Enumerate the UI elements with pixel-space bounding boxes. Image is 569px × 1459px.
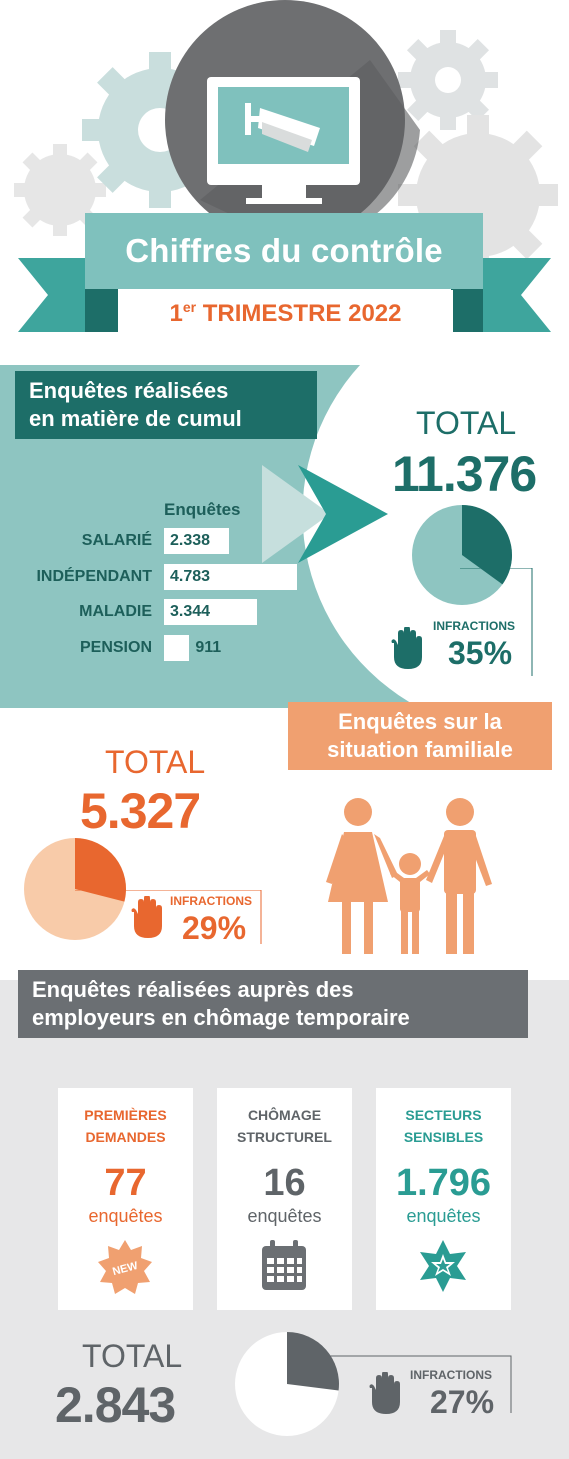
familiale-total-label: TOTAL [105, 744, 206, 780]
cumul-infractions-label: INFRACTIONS [433, 619, 515, 633]
cumul-total-label: TOTAL [416, 405, 517, 441]
hand-icon [391, 627, 422, 669]
chomage-total-value: 2.843 [55, 1377, 176, 1433]
bar-value-label: 911 [195, 638, 222, 656]
star-badge-icon [420, 1240, 466, 1292]
card-value: 16 [263, 1162, 306, 1204]
pie-slice-infractions [462, 505, 512, 585]
pie-slice-infractions [287, 1332, 340, 1391]
camera-icon [245, 103, 320, 152]
header: Chiffres du contrôle 1er TRIMESTRE 2022 [0, 0, 569, 345]
bars-column-header: Enquêtes [164, 500, 241, 519]
card-secteurs-sensibles: SECTEURS SENSIBLES 1.796 enquêtes [376, 1088, 511, 1310]
familiale-title: Enquêtes sur la situation familiale [288, 702, 552, 770]
family-icon [326, 798, 492, 954]
pie-slice-infractions [75, 838, 127, 902]
page-title: Chiffres du contrôle [125, 232, 443, 269]
chomage-section: Enquêtes réalisées auprès des employeurs… [0, 970, 569, 1459]
card-value: 1.796 [395, 1162, 492, 1204]
bar-value-label: 4.783 [170, 567, 211, 585]
cumul-total-value: 11.376 [392, 446, 537, 502]
bar [164, 599, 257, 625]
bar-category-label: MALADIE [79, 603, 152, 620]
bar-category-label: INDÉPENDANT [36, 567, 152, 585]
bar [164, 528, 229, 554]
bar-value-label: 3.344 [170, 603, 211, 620]
familiale-infractions-label: INFRACTIONS [170, 894, 252, 908]
card-unit: enquêtes [247, 1206, 322, 1226]
arrow-icon [262, 465, 330, 563]
bar [164, 634, 190, 661]
chomage-leader-line [289, 1355, 512, 1413]
card-title: PREMIÈRES DEMANDES [84, 1107, 167, 1145]
hand-icon [369, 1372, 400, 1414]
familiale-leader-line [75, 890, 262, 944]
header-illustration [14, 0, 558, 332]
chomage-pie [235, 1332, 340, 1436]
bar [164, 563, 297, 590]
chomage-total-label: TOTAL [82, 1338, 183, 1374]
bar-category-label: PENSION [79, 638, 152, 656]
cumul-title: Enquêtes réalisées en matière de cumul [15, 371, 317, 439]
card-premieres-demandes: PREMIÈRES DEMANDES 77 enquêtes NEW [58, 1088, 193, 1310]
familiale-section: Enquêtes sur la situation familiale TOTA… [0, 702, 569, 980]
card-unit: enquêtes [88, 1206, 163, 1226]
familiale-pie [24, 838, 127, 940]
card-value: 77 [104, 1162, 147, 1204]
bar-value-label: 2.338 [170, 532, 211, 549]
bar-category-label: SALARIÉ [81, 532, 152, 549]
cumul-section: Enquêtes réalisées en matière de cumul E… [0, 365, 569, 708]
card-unit: enquêtes [406, 1206, 481, 1226]
cumul-infractions-value: 35% [448, 635, 513, 671]
cumul-leader-line [460, 568, 533, 676]
familiale-infractions-value: 29% [182, 910, 247, 946]
gear-icon [14, 144, 106, 236]
card-title: SECTEURS SENSIBLES [403, 1107, 484, 1145]
familiale-total-value: 5.327 [80, 783, 201, 839]
hand-icon [131, 896, 162, 938]
chomage-title: Enquêtes réalisées auprès des employeurs… [18, 970, 528, 1038]
chomage-infractions-label: INFRACTIONS [410, 1368, 492, 1382]
card-title: CHÔMAGE STRUCTUREL [237, 1107, 332, 1145]
period-label: 1er TRIMESTRE 2022 [169, 299, 402, 327]
chomage-infractions-value: 27% [430, 1384, 495, 1420]
cumul-pie [412, 505, 512, 605]
title-banner: Chiffres du contrôle [85, 213, 483, 289]
calendar-icon [262, 1240, 306, 1290]
card-chomage-structurel: CHÔMAGE STRUCTUREL 16 enquêtes [217, 1088, 352, 1310]
arrow-icon [298, 465, 388, 563]
period-banner: 1er TRIMESTRE 2022 [118, 290, 453, 338]
gear-icon [398, 30, 498, 130]
new-badge-icon: NEW [98, 1240, 152, 1294]
